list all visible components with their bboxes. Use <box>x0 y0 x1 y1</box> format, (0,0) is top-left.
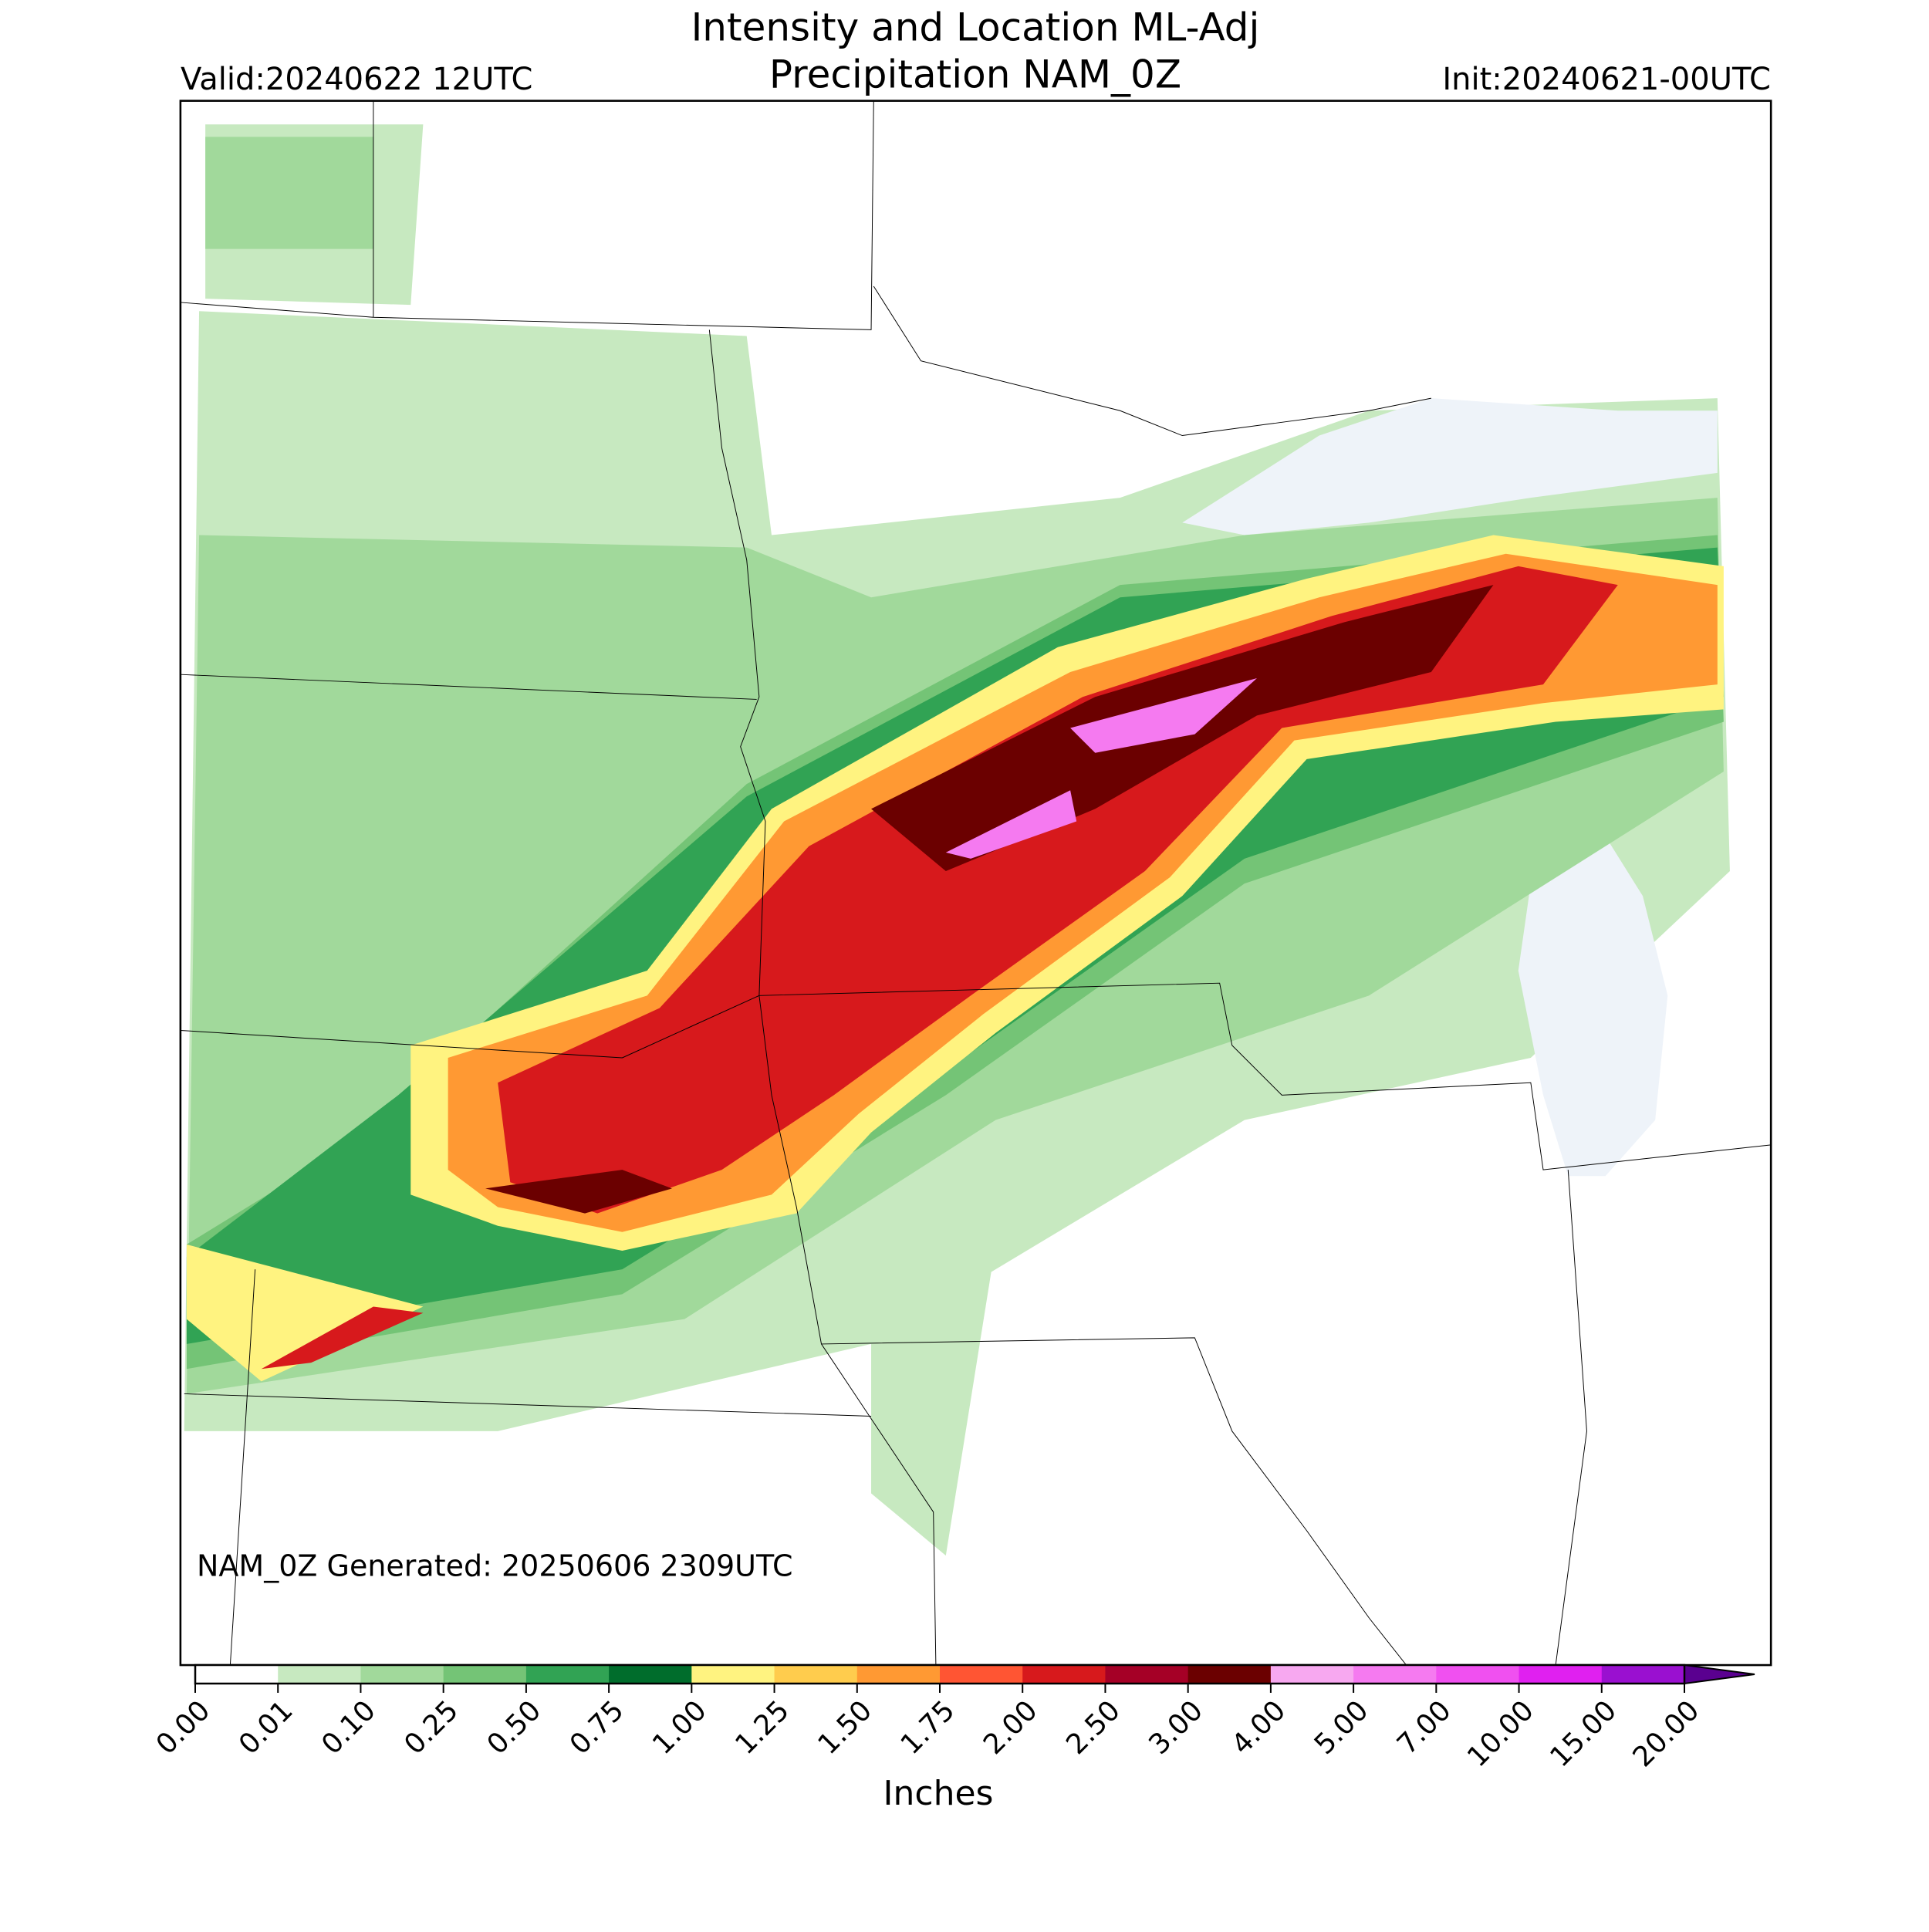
colorbar-swatch <box>360 1665 444 1684</box>
precip-red <box>261 566 1618 1370</box>
lake <box>1182 398 1718 1177</box>
colorbar-tick-label: 0.01 <box>233 1694 299 1761</box>
colorbar-swatch <box>195 1665 279 1684</box>
colorbar-swatch <box>278 1665 361 1684</box>
precip-magenta <box>945 678 1258 859</box>
colorbar-tick-label: 0.10 <box>316 1694 382 1761</box>
colorbar-extend <box>1684 1663 1755 1685</box>
colorbar: 0.00 0.01 0.10 0.25 0.50 0.75 1.00 1.25 1.50 1.75… <box>150 1663 1755 1773</box>
colorbar-swatch <box>1187 1665 1272 1684</box>
generated-note: NAM_0Z Generated: 20250606 2309UTC <box>197 1549 793 1583</box>
colorbar-swatch <box>774 1665 858 1684</box>
colorbar-tick-label: 10.00 <box>1461 1694 1540 1773</box>
colorbar-tick-label: 5.00 <box>1309 1694 1375 1761</box>
colorbar-swatch <box>1519 1665 1603 1684</box>
colorbar-tick-label: 0.00 <box>150 1694 217 1761</box>
valid-time: Valid:20240622 12UTC <box>181 62 532 97</box>
precip-maroon <box>485 585 1494 1214</box>
title: Precipitation NAM_0Z <box>769 52 1181 97</box>
colorbar-tick-label: 1.75 <box>895 1694 961 1761</box>
title: Intensity and Location ML-Adj <box>691 5 1260 50</box>
borders <box>180 100 1772 1666</box>
colorbar-tick-label: 0.75 <box>564 1694 630 1761</box>
colorbar-swatch <box>691 1665 775 1684</box>
colorbar-label: Inches <box>883 1774 994 1813</box>
colorbar-swatch <box>1601 1665 1685 1684</box>
colorbar-tick-label: 7.00 <box>1391 1694 1458 1761</box>
colorbar-tick-label: 3.00 <box>1143 1694 1209 1761</box>
map <box>179 100 1772 1667</box>
colorbar-tick-label: 1.00 <box>647 1694 713 1761</box>
colorbar-swatch <box>443 1665 527 1684</box>
init-time: Init:20240621-00UTC <box>1442 62 1771 97</box>
colorbar-tick-label: 15.00 <box>1544 1694 1623 1773</box>
colorbar-tick-label: 0.25 <box>398 1694 465 1761</box>
colorbar-tick-label: 4.00 <box>1226 1694 1292 1761</box>
colorbar-swatch <box>1105 1665 1189 1684</box>
colorbar-swatch <box>1353 1665 1437 1684</box>
colorbar-swatch <box>1022 1665 1106 1684</box>
colorbar-tick-label: 2.50 <box>1060 1694 1127 1761</box>
colorbar-swatch <box>1270 1665 1354 1684</box>
colorbar-tick-label: 20.00 <box>1627 1694 1706 1773</box>
colorbar-tick-label: 1.25 <box>729 1694 796 1761</box>
colorbar-swatch <box>1436 1665 1520 1684</box>
colorbar-swatch <box>856 1665 941 1684</box>
colorbar-tick-label: 0.50 <box>481 1694 548 1761</box>
colorbar-swatch <box>525 1665 610 1684</box>
colorbar-swatch <box>609 1665 692 1684</box>
colorbar-swatch <box>940 1665 1023 1684</box>
colorbar-tick-label: 1.50 <box>812 1694 879 1761</box>
colorbar-tick-label: 2.00 <box>978 1694 1044 1761</box>
